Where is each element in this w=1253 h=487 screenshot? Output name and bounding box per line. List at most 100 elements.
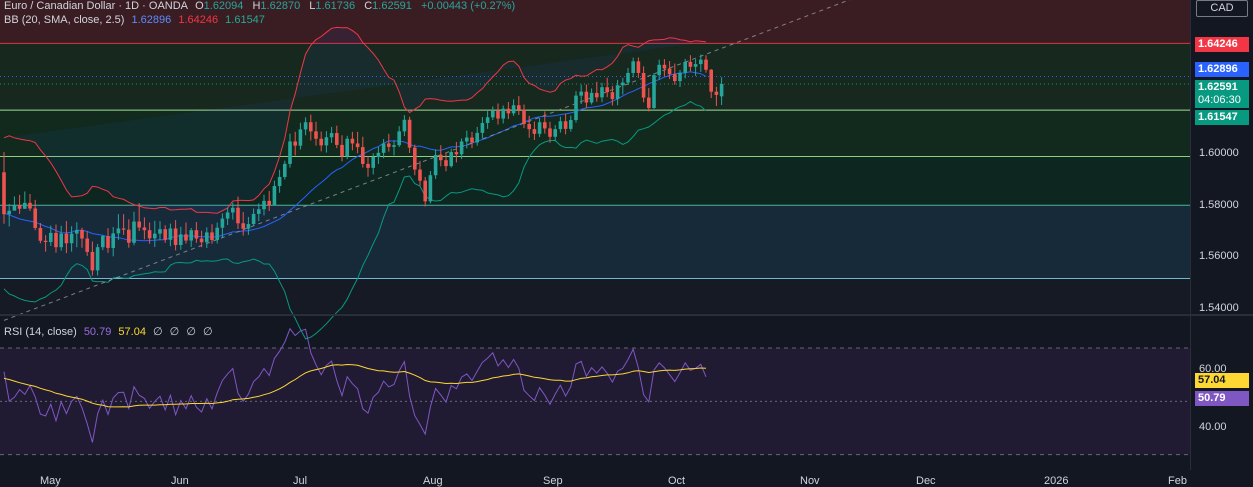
ohlc-open-value: 1.62094	[203, 0, 244, 12]
candle-body	[574, 95, 578, 121]
candle-body	[246, 224, 251, 229]
candle-body	[558, 121, 563, 130]
candle-body	[693, 64, 698, 67]
candle-body	[428, 175, 433, 202]
candle-body	[361, 147, 365, 164]
candle-body	[605, 87, 609, 93]
candle-body	[147, 230, 152, 239]
candle-body	[636, 61, 641, 73]
candle-body	[615, 85, 620, 100]
candle-body	[589, 92, 594, 103]
candle-body	[283, 163, 287, 177]
rsi-legend-label: RSI (14, close)	[4, 326, 77, 338]
candle-body	[179, 234, 183, 245]
candle-body	[142, 227, 147, 231]
candle-body	[548, 128, 552, 137]
candle-body	[714, 91, 719, 95]
candle-body	[527, 123, 531, 130]
rsi-extra-2: ∅	[169, 326, 180, 338]
candle-body	[626, 72, 630, 83]
ohlc-high-label: H	[252, 0, 261, 12]
candle-body	[2, 172, 6, 215]
candle-body	[392, 145, 396, 147]
candle-body	[251, 213, 256, 225]
price-tick: 1.60000	[1199, 147, 1239, 159]
candle-body	[194, 230, 199, 239]
time-tick: Jun	[171, 475, 189, 487]
bollinger-bands	[3, 0, 851, 340]
candle-body	[485, 117, 490, 123]
bb-legend[interactable]: BB (20, SMA, close, 2.5) 1.62896 1.64246…	[4, 14, 269, 26]
rsi-ma-axis-label: 57.04	[1195, 373, 1249, 388]
candle-body	[168, 228, 173, 240]
candle-body	[199, 238, 204, 243]
time-tick: Jul	[293, 475, 308, 487]
candle-body	[111, 233, 115, 248]
candle-body	[319, 138, 323, 146]
candle-body	[423, 180, 427, 202]
rsi-value: 50.79	[83, 326, 112, 338]
candle-body	[205, 232, 209, 243]
candle-body	[54, 232, 58, 248]
candle-body	[267, 200, 271, 206]
rsi-axis-label: 50.79	[1195, 391, 1249, 406]
candle-body	[95, 247, 100, 271]
candle-body	[345, 138, 349, 157]
candle-body	[480, 122, 485, 133]
time-tick: 2026	[1044, 475, 1069, 487]
symbol-title[interactable]: Euro / Canadian Dollar · 1D · OANDA	[4, 0, 189, 12]
candle-body	[699, 59, 703, 65]
bb-upper-price-label: 1.64246	[1195, 37, 1249, 52]
bb-lower-value: 1.61547	[225, 14, 265, 26]
bar-countdown: 04:06:30	[1198, 94, 1241, 106]
level-zone	[0, 0, 1190, 44]
candle-body	[610, 92, 615, 100]
candle-body	[59, 233, 63, 248]
candle-body	[231, 207, 235, 213]
candle-body	[241, 223, 245, 229]
bb-lower-price-label: 1.61547	[1195, 110, 1249, 125]
horizontal-levels	[0, 42, 1190, 279]
candle-body	[106, 236, 110, 248]
level-zone	[0, 156, 1190, 206]
rsi-ma-line	[3, 363, 707, 408]
candle-body	[657, 64, 661, 76]
candle-body	[101, 236, 105, 248]
candle-body	[652, 75, 656, 108]
time-tick: Feb	[1168, 475, 1187, 487]
ohlc-low-label: L	[309, 0, 316, 12]
candle-body	[579, 91, 583, 96]
ohlc-open-label: O	[195, 0, 204, 12]
currency-selector[interactable]: CAD	[1196, 0, 1248, 17]
candle-body	[277, 176, 282, 187]
rsi-line	[3, 327, 707, 443]
axes	[0, 0, 1253, 470]
rsi-legend[interactable]: RSI (14, close) 50.79 57.04 ∅ ∅ ∅ ∅	[4, 325, 217, 338]
candle-body	[595, 92, 599, 98]
chart-background	[0, 0, 1190, 455]
time-tick: Oct	[668, 475, 686, 487]
candle-body	[293, 141, 297, 146]
candle-body	[355, 143, 360, 148]
ohlc-close-value: 1.62591	[372, 0, 412, 12]
candle-body	[569, 120, 573, 129]
candle-body	[444, 160, 448, 167]
bb-upper-value: 1.64246	[178, 14, 219, 26]
candle-body	[127, 229, 131, 243]
candle-body	[262, 200, 266, 210]
candle-body	[153, 233, 157, 239]
candle-body	[543, 122, 547, 129]
candle-body	[532, 129, 537, 134]
rsi-pane	[0, 327, 1190, 456]
price-tick: 1.56000	[1199, 250, 1239, 262]
candle-body	[298, 129, 303, 146]
candle-body	[38, 227, 43, 241]
candle-body	[43, 240, 48, 243]
candle-body	[116, 228, 121, 234]
level-zone	[0, 278, 1190, 313]
candle-body	[631, 61, 635, 73]
bb-basis-line	[3, 71, 707, 242]
candle-body	[376, 152, 381, 157]
candle-body	[225, 212, 230, 219]
